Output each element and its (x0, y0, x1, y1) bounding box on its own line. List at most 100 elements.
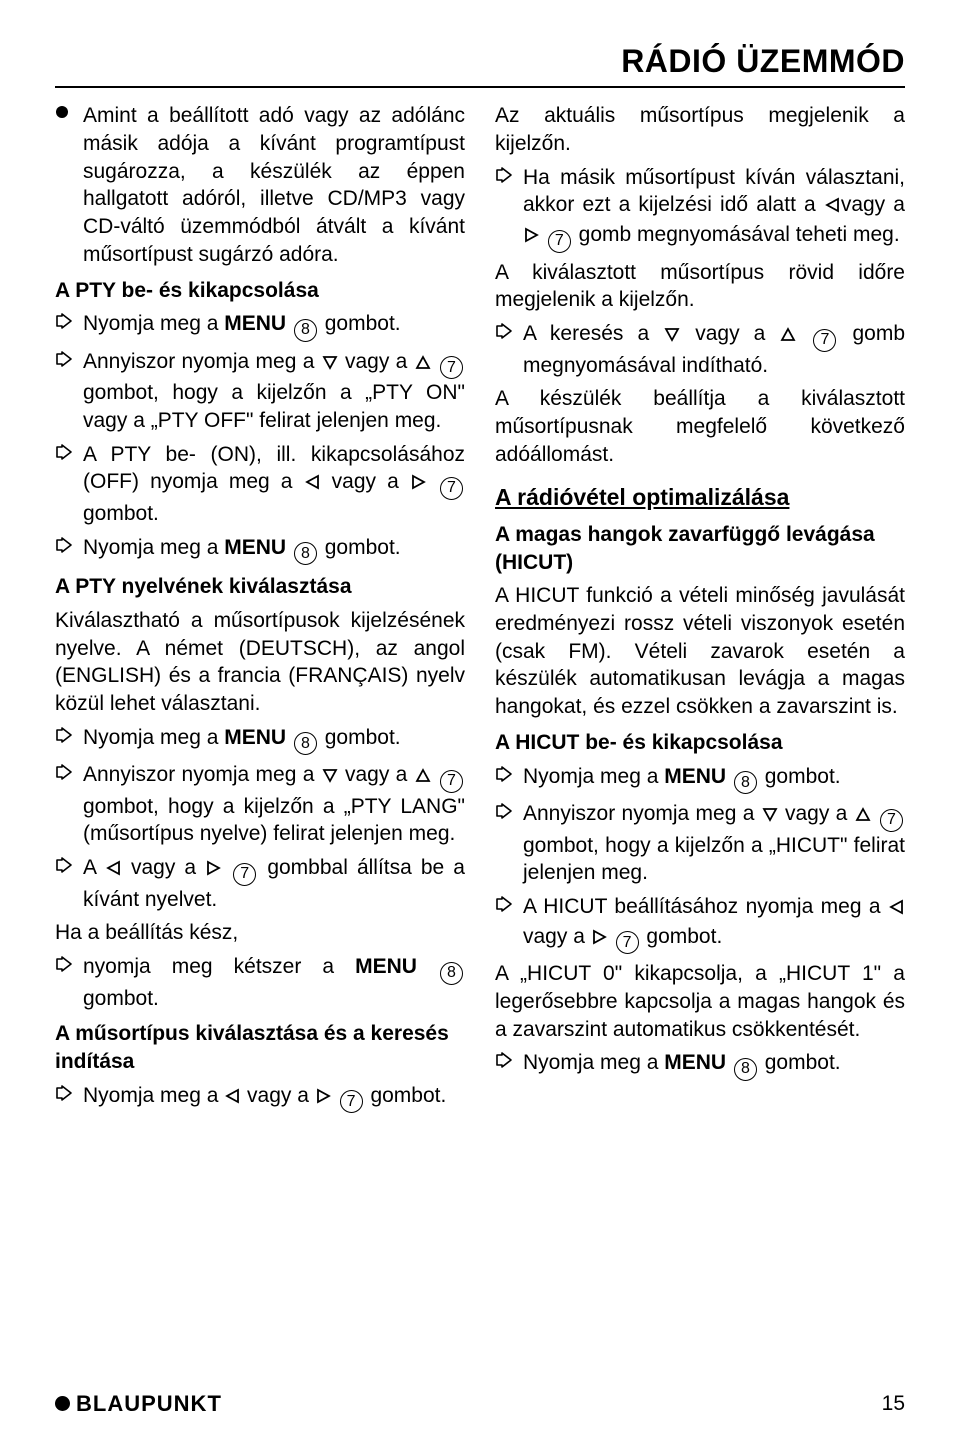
right-icon (206, 856, 221, 884)
down-icon (322, 350, 338, 378)
heading-hicut-onoff: A HICUT be- és kikapcsolása (495, 729, 905, 757)
paragraph: A kiválasztott műsortípus rövid időre me… (495, 259, 905, 314)
t: Nyomja meg a (83, 1084, 224, 1107)
t: vagy a (339, 350, 414, 373)
step-text: nyomja meg kétszer a MENU 8 gombot. (83, 953, 465, 1012)
menu-label: MENU (664, 765, 726, 788)
t: vagy a (321, 470, 410, 493)
t: gombot, hogy a kijelzőn a „HICUT" felira… (523, 834, 905, 885)
step-item: Annyiszor nyomja meg a vagy a 7 gombot, … (55, 348, 465, 435)
step-item: Annyiszor nyomja meg a vagy a 7 gombot, … (55, 761, 465, 848)
step-text: Nyomja meg a vagy a 7 gombot. (83, 1082, 465, 1114)
paragraph: Ha a beállítás kész, (55, 919, 465, 947)
step-item: A PTY be- (ON), ill. kikapcsolásához (OF… (55, 441, 465, 528)
t: Nyomja meg a (523, 765, 664, 788)
button-ref-8: 8 (734, 771, 757, 794)
step-item: nyomja meg kétszer a MENU 8 gombot. (55, 953, 465, 1012)
button-ref-7: 7 (233, 863, 256, 886)
arrow-icon (55, 854, 83, 873)
button-ref-7: 7 (440, 477, 463, 500)
brand-logo: BLAUPUNKT (55, 1389, 222, 1418)
t: vagy a (681, 322, 779, 345)
step-item: Nyomja meg a vagy a 7 gombot. (55, 1082, 465, 1114)
paragraph: A „HICUT 0" kikapcsolja, a „HICUT 1" a l… (495, 960, 905, 1043)
t: gombot. (365, 1084, 447, 1107)
t: Annyiszor nyomja meg a (83, 350, 321, 373)
step-text: Nyomja meg a MENU 8 gombot. (83, 724, 465, 756)
step-text: Nyomja meg a MENU 8 gombot. (83, 310, 465, 342)
step-item: Annyiszor nyomja meg a vagy a 7 gombot, … (495, 800, 905, 887)
paragraph: Az aktuális műsortípus megjelenik a kije… (495, 102, 905, 157)
arrow-icon (55, 534, 83, 553)
t: gombot, hogy a kijelzőn a „PTY LANG" (mű… (83, 795, 465, 846)
t: gombot. (319, 536, 401, 559)
step-item: A vagy a 7 gombbal állítsa be a kívánt n… (55, 854, 465, 913)
up-icon (855, 802, 871, 830)
page-number: 15 (882, 1390, 905, 1418)
left-icon (889, 895, 904, 923)
menu-label: MENU (224, 536, 286, 559)
arrow-icon (495, 164, 523, 183)
paragraph: A HICUT funkció a vételi minőség javulás… (495, 582, 905, 721)
arrow-icon (495, 893, 523, 912)
heading-hicut: A magas hangok zavarfüggő levágása (HICU… (495, 521, 905, 576)
button-ref-7: 7 (548, 230, 571, 253)
arrow-icon (495, 1049, 523, 1068)
t: vagy a (841, 193, 905, 216)
t: gombot. (319, 312, 401, 335)
bullet-icon (55, 102, 83, 119)
right-icon (316, 1084, 331, 1112)
t: gombot. (319, 726, 401, 749)
brand-dot-icon (55, 1396, 70, 1411)
button-ref-8: 8 (294, 542, 317, 565)
step-item: Nyomja meg a MENU 8 gombot. (495, 1049, 905, 1081)
arrow-icon (55, 310, 83, 329)
step-text: Annyiszor nyomja meg a vagy a 7 gombot, … (523, 800, 905, 887)
left-column: Amint a beállított adó vagy az adólánc m… (55, 102, 465, 1119)
left-icon (825, 193, 840, 221)
button-ref-7: 7 (340, 1090, 363, 1113)
page-title: RÁDIÓ ÜZEMMÓD (55, 40, 905, 82)
t: A keresés a (523, 322, 663, 345)
menu-label: MENU (224, 312, 286, 335)
t: Nyomja meg a (523, 1051, 664, 1074)
button-ref-8: 8 (440, 962, 463, 985)
footer: BLAUPUNKT 15 (55, 1389, 905, 1418)
menu-label: MENU (224, 726, 286, 749)
t: gomb megnyomásával teheti meg. (573, 223, 900, 246)
right-column: Az aktuális műsortípus megjelenik a kije… (495, 102, 905, 1119)
down-icon (664, 322, 680, 350)
step-item: A HICUT beállításához nyomja meg a vagy … (495, 893, 905, 954)
step-text: Nyomja meg a MENU 8 gombot. (523, 763, 905, 795)
step-text: Ha másik műsortípust kíván választani, a… (523, 164, 905, 253)
t: gombot. (83, 987, 159, 1010)
arrow-icon (55, 348, 83, 367)
step-item: Ha másik műsortípust kíván választani, a… (495, 164, 905, 253)
t: gombot. (83, 502, 159, 525)
step-item: Nyomja meg a MENU 8 gombot. (55, 724, 465, 756)
arrow-icon (495, 800, 523, 819)
t: Nyomja meg a (83, 312, 224, 335)
arrow-icon (495, 763, 523, 782)
step-text: Annyiszor nyomja meg a vagy a 7 gombot, … (83, 761, 465, 848)
button-ref-8: 8 (734, 1058, 757, 1081)
step-text: Annyiszor nyomja meg a vagy a 7 gombot, … (83, 348, 465, 435)
t: gombot. (759, 1051, 841, 1074)
button-ref-8: 8 (294, 732, 317, 755)
t: vagy a (241, 1084, 315, 1107)
arrow-icon (55, 1082, 83, 1101)
step-text: Nyomja meg a MENU 8 gombot. (83, 534, 465, 566)
t: Nyomja meg a (83, 536, 224, 559)
title-rule (55, 86, 905, 88)
down-icon (322, 763, 338, 791)
t: A HICUT beállításához nyomja meg a (523, 895, 888, 918)
brand-text: BLAUPUNKT (76, 1389, 222, 1418)
step-item: Nyomja meg a MENU 8 gombot. (495, 763, 905, 795)
arrow-icon (55, 953, 83, 972)
t: vagy a (122, 856, 205, 879)
t: vagy a (339, 763, 414, 786)
t: Nyomja meg a (83, 726, 224, 749)
heading-pty-lang: A PTY nyelvének kiválasztása (55, 573, 465, 601)
t: vagy a (779, 802, 854, 825)
down-icon (762, 802, 778, 830)
